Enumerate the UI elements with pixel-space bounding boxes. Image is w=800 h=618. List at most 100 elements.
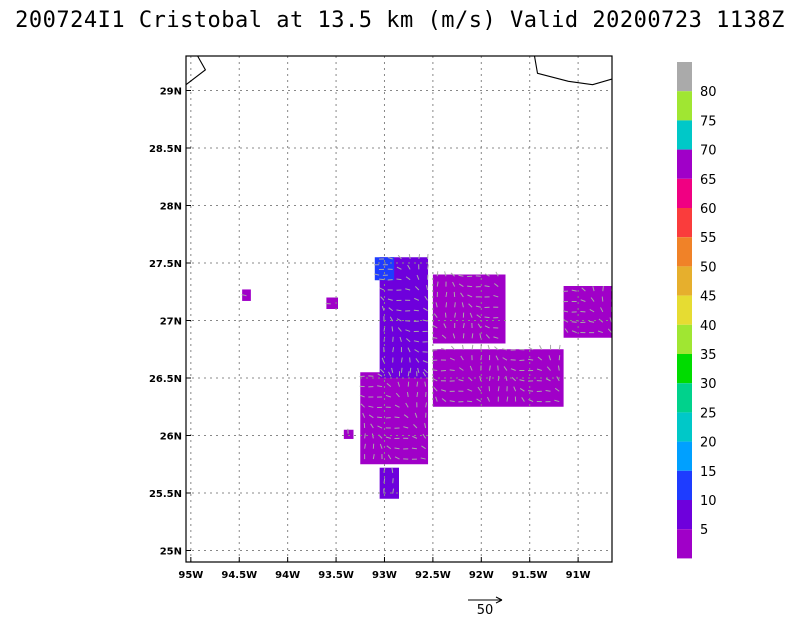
coastline-segment xyxy=(186,56,207,86)
wind-speed-cell xyxy=(343,429,354,439)
wind-arrow xyxy=(377,416,383,419)
wind-arrow xyxy=(385,436,391,439)
wind-arrow xyxy=(403,426,409,429)
wind-arrow xyxy=(469,365,473,371)
wind-arrow xyxy=(386,445,392,450)
wind-arrow xyxy=(406,391,409,398)
y-tick-label: 25.5N xyxy=(149,489,182,500)
wind-arrow xyxy=(416,381,419,387)
wind-arrow xyxy=(385,394,391,398)
colorbar-swatch xyxy=(677,412,692,442)
wind-arrow xyxy=(418,253,421,260)
x-tick-label: 93W xyxy=(372,570,397,581)
wind-arrow xyxy=(460,292,464,298)
wind-arrow xyxy=(580,299,586,302)
wind-arrow xyxy=(420,457,426,460)
wind-arrow xyxy=(484,285,490,288)
wind-arrow xyxy=(556,376,560,382)
wind-arrow xyxy=(554,387,560,392)
wind-arrow xyxy=(554,399,560,403)
wind-arrow xyxy=(368,405,374,408)
wind-arrow xyxy=(486,396,490,402)
colorbar-swatch xyxy=(677,120,692,150)
wind-arrow xyxy=(412,435,418,439)
wind-arrow xyxy=(571,330,577,334)
wind-arrow xyxy=(459,367,464,371)
wind-arrow xyxy=(399,336,402,342)
wind-arrow xyxy=(377,373,383,377)
wind-arrow xyxy=(477,323,482,329)
wind-arrow xyxy=(424,423,427,429)
y-tick-label: 27.5N xyxy=(149,259,182,270)
wind-arrow xyxy=(519,388,525,392)
wind-arrow xyxy=(589,308,595,313)
wind-speed-cell xyxy=(379,467,399,499)
wind-arrow xyxy=(405,288,411,291)
colorbar-label: 35 xyxy=(700,348,717,363)
wind-arrow xyxy=(364,443,366,449)
wind-arrow xyxy=(502,357,508,361)
wind-arrow xyxy=(408,253,411,260)
wind-arrow xyxy=(415,286,420,291)
wind-arrow xyxy=(468,303,473,308)
wind-arrow xyxy=(396,266,402,270)
wind-arrow xyxy=(422,371,427,377)
wind-speed-cell xyxy=(360,372,429,465)
y-tick-label: 28N xyxy=(160,202,182,213)
wind-arrow xyxy=(511,377,517,382)
wind-arrow xyxy=(590,297,595,302)
wind-arrow xyxy=(477,386,482,392)
wind-arrow xyxy=(528,346,534,351)
wind-arrow xyxy=(381,305,385,311)
y-tick-label: 29N xyxy=(160,87,182,98)
wind-arrow xyxy=(396,278,402,281)
wind-arrow xyxy=(362,412,366,418)
wind-arrow xyxy=(388,307,394,312)
wind-arrow xyxy=(395,392,400,398)
y-tick-label: 26.5N xyxy=(149,374,182,385)
wind-arrow xyxy=(444,271,447,277)
wind-arrow xyxy=(370,423,374,429)
colorbar-label: 65 xyxy=(700,173,717,188)
wind-arrow xyxy=(458,283,464,288)
wind-arrow xyxy=(454,312,456,318)
wind-arrow xyxy=(441,389,447,392)
wind-arrow xyxy=(494,346,499,351)
wind-arrow xyxy=(422,360,428,363)
colorbar-label: 70 xyxy=(700,144,717,159)
wind-arrow xyxy=(609,317,612,323)
y-tick-label: 27N xyxy=(160,317,182,328)
wind-arrow xyxy=(539,345,543,351)
wind-arrow xyxy=(495,271,499,277)
colorbar-label: 45 xyxy=(700,290,717,305)
wind-arrow xyxy=(513,386,517,392)
wind-arrow xyxy=(435,396,438,402)
wind-arrow xyxy=(427,264,429,270)
colorbar-label: 40 xyxy=(700,319,717,334)
colorbar-swatch xyxy=(677,178,692,208)
wind-arrow xyxy=(537,356,543,361)
wind-arrow xyxy=(505,375,508,381)
wind-arrow xyxy=(379,287,385,291)
wind-arrow xyxy=(392,347,395,353)
wind-arrow xyxy=(360,403,365,408)
wind-arrow xyxy=(497,386,500,392)
wind-arrow xyxy=(396,309,402,312)
wind-arrow xyxy=(425,402,427,408)
wind-arrow xyxy=(377,385,383,388)
colorbar-label: 30 xyxy=(700,377,717,392)
plot-frame xyxy=(185,55,613,563)
wind-arrow xyxy=(424,295,428,301)
wind-arrow xyxy=(436,281,439,287)
wind-arrow xyxy=(441,347,447,351)
wind-arrow xyxy=(380,368,385,374)
wind-arrow xyxy=(380,296,385,301)
wind-arrow xyxy=(403,414,409,419)
wind-arrow xyxy=(493,294,499,298)
wind-arrow xyxy=(564,328,569,333)
wind-arrow xyxy=(432,324,438,329)
wind-arrow xyxy=(581,287,586,292)
wind-arrow xyxy=(421,445,426,450)
wind-arrow xyxy=(433,313,438,318)
wind-arrow xyxy=(411,447,417,450)
